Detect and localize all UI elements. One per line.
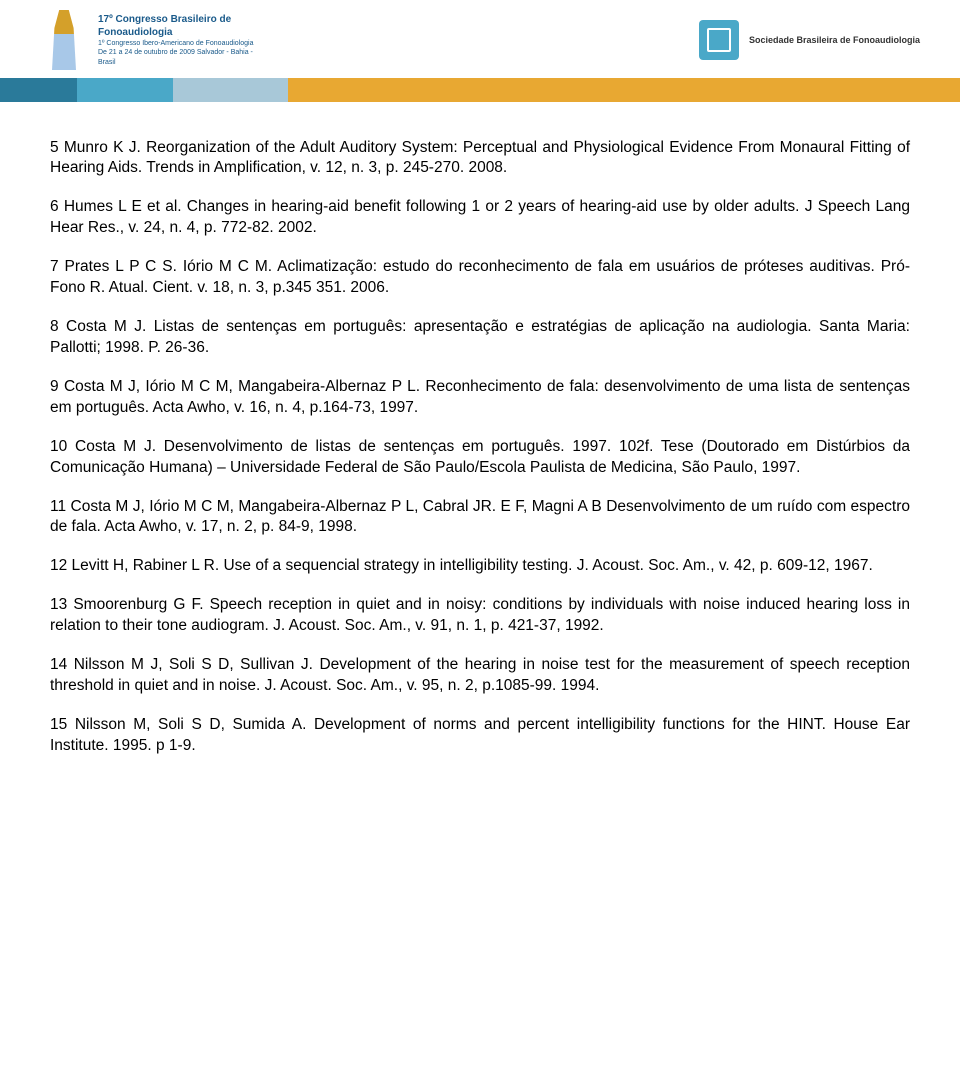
sbfa-label: Sociedade Brasileira de Fonoaudiologia — [749, 35, 920, 45]
reference-5: 5 Munro K J. Reorganization of the Adult… — [50, 138, 910, 180]
reference-10: 10 Costa M J. Desenvolvimento de listas … — [50, 437, 910, 479]
sbfa-icon-inner — [707, 28, 731, 52]
reference-8: 8 Costa M J. Listas de sentenças em port… — [50, 317, 910, 359]
reference-12: 12 Levitt H, Rabiner L R. Use of a seque… — [50, 556, 910, 577]
lighthouse-icon — [40, 10, 88, 70]
congress-title: 17º Congresso Brasileiro de Fonoaudiolog… — [98, 13, 258, 39]
sbfa-icon — [699, 20, 739, 60]
header-top: 17º Congresso Brasileiro de Fonoaudiolog… — [0, 0, 960, 78]
congress-sub1: 1º Congresso Ibero-Americano de Fonoaudi… — [98, 39, 258, 48]
reference-6: 6 Humes L E et al. Changes in hearing-ai… — [50, 197, 910, 239]
band-seg-3 — [288, 78, 960, 102]
band-seg-0 — [0, 78, 77, 102]
reference-9: 9 Costa M J, Iório M C M, Mangabeira-Alb… — [50, 377, 910, 419]
reference-15: 15 Nilsson M, Soli S D, Sumida A. Develo… — [50, 715, 910, 757]
reference-7: 7 Prates L P C S. Iório M C M. Aclimatiz… — [50, 257, 910, 299]
congress-sub2: De 21 a 24 de outubro de 2009 Salvador -… — [98, 48, 258, 66]
content-area: 5 Munro K J. Reorganization of the Adult… — [0, 102, 960, 815]
page-header: 17º Congresso Brasileiro de Fonoaudiolog… — [0, 0, 960, 102]
reference-13: 13 Smoorenburg G F. Speech reception in … — [50, 595, 910, 637]
header-color-band — [0, 78, 960, 102]
congress-logo-left: 17º Congresso Brasileiro de Fonoaudiolog… — [40, 10, 258, 70]
band-seg-2 — [173, 78, 288, 102]
reference-11: 11 Costa M J, Iório M C M, Mangabeira-Al… — [50, 497, 910, 539]
band-seg-1 — [77, 78, 173, 102]
congress-logo-text: 17º Congresso Brasileiro de Fonoaudiolog… — [98, 13, 258, 66]
reference-14: 14 Nilsson M J, Soli S D, Sullivan J. De… — [50, 655, 910, 697]
sbfa-logo-right: Sociedade Brasileira de Fonoaudiologia — [699, 20, 920, 60]
